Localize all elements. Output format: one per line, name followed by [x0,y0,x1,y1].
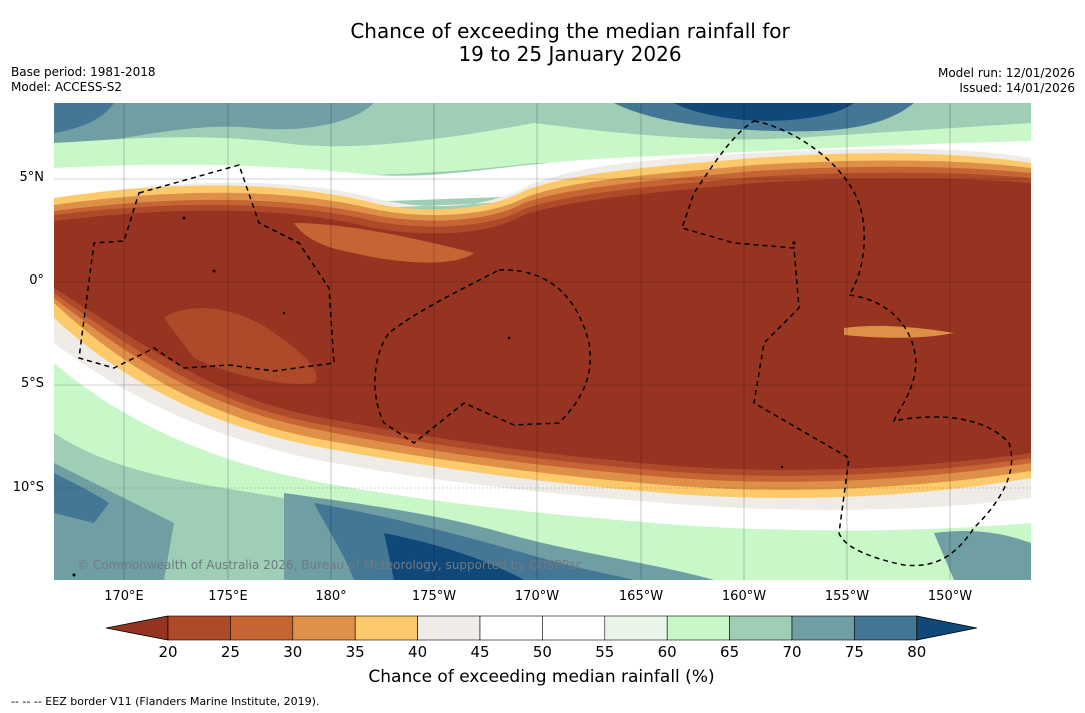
lon-label-170e: 170°E [104,589,144,604]
colorbar-segment [230,615,294,641]
copyright-notice: © Commonwealth of Australia 2026, Bureau… [77,558,583,572]
south-neutral-band [54,303,1031,531]
lat-label-5s: 5°S [20,376,44,391]
south-wet-zone-5 [384,533,524,580]
title-line-2: 19 to 25 January 2026 [458,42,682,66]
chart-title: Chance of exceeding the median rainfall … [0,20,1085,66]
colorbar-tick-label: 25 [220,643,240,661]
colorbar-title: Chance of exceeding median rainfall (%) [0,667,1085,687]
colorbar-tick-label: 20 [158,643,178,661]
dry-patch-3 [844,325,954,338]
colorbar-segment [604,615,668,641]
lon-label-150w: 150°W [927,589,973,604]
map-svg [54,103,1031,580]
south-wet-zone-6 [54,473,109,523]
model-name: Model: ACCESS-S2 [11,80,123,94]
eez-footnote: -- -- -- EEZ border V11 (Flanders Marine… [11,695,320,708]
title-line-1: Chance of exceeding the median rainfall … [350,19,790,43]
colorbar-tick-label: 70 [782,643,802,661]
colorbar-segment [666,615,730,641]
lon-label-165w: 165°W [618,589,664,604]
lat-label-10s: 10°S [12,480,44,495]
colorbar [105,614,980,646]
graticule [54,103,1031,580]
colorbar-segment [791,615,855,641]
colorbar-tick-label: 50 [532,643,552,661]
colorbar-segment [542,615,606,641]
lat-label-0: 0° [29,273,44,288]
lon-label-160w: 160°W [721,589,767,604]
islands [72,216,796,577]
colorbar-segment [854,615,918,641]
colorbar-svg [105,615,977,641]
colorbar-arrow-low [105,615,169,641]
colorbar-segment [479,615,543,641]
colorbar-segment [292,615,356,641]
colorbar-segment [729,615,793,641]
dry-band-20 [54,178,1031,470]
dry-patch-2 [294,223,474,263]
colorbar-tick-label: 55 [595,643,615,661]
colorbar-segment [354,615,418,641]
model-run: Model run: 12/01/2026 [937,66,1075,80]
north-wet-zone-1 [54,103,374,148]
lat-label-5n: 5°N [19,170,45,185]
colorbar-tick-label: 35 [345,643,365,661]
colorbar-tick-label: 80 [907,643,927,661]
north-wet-zone-4 [674,103,854,121]
lon-label-175e: 175°E [208,589,248,604]
eez-borders [78,120,1013,567]
dry-patch-1 [164,308,317,384]
south-wet-zone-7 [934,531,1031,580]
rainfall-map [54,103,1031,580]
colorbar-segment [417,615,481,641]
lon-label-175w: 175°W [411,589,457,604]
colorbar-segment [167,615,231,641]
colorbar-tick-label: 40 [408,643,428,661]
lon-label-155w: 155°W [824,589,870,604]
lon-label-170w: 170°W [514,589,560,604]
colorbar-tick-label: 30 [283,643,303,661]
meta-left: Base period: 1981-2018 Model: ACCESS-S2 [11,65,156,95]
base-period: Base period: 1981-2018 [11,65,156,79]
north-wet-zone-2 [54,103,114,133]
colorbar-arrow-high [916,615,977,641]
colorbar-tick-label: 45 [470,643,490,661]
north-moist-band [54,123,534,176]
lon-label-180: 180° [315,589,347,604]
meta-right: Model run: 12/01/2026 Issued: 14/01/2026 [938,66,1075,96]
colorbar-tick-label: 65 [720,643,740,661]
issued-date: Issued: 14/01/2026 [959,81,1075,95]
colorbar-title-text: Chance of exceeding median rainfall (%) [368,667,715,687]
colorbar-tick-label: 75 [844,643,864,661]
colorbar-tick-label: 60 [657,643,677,661]
